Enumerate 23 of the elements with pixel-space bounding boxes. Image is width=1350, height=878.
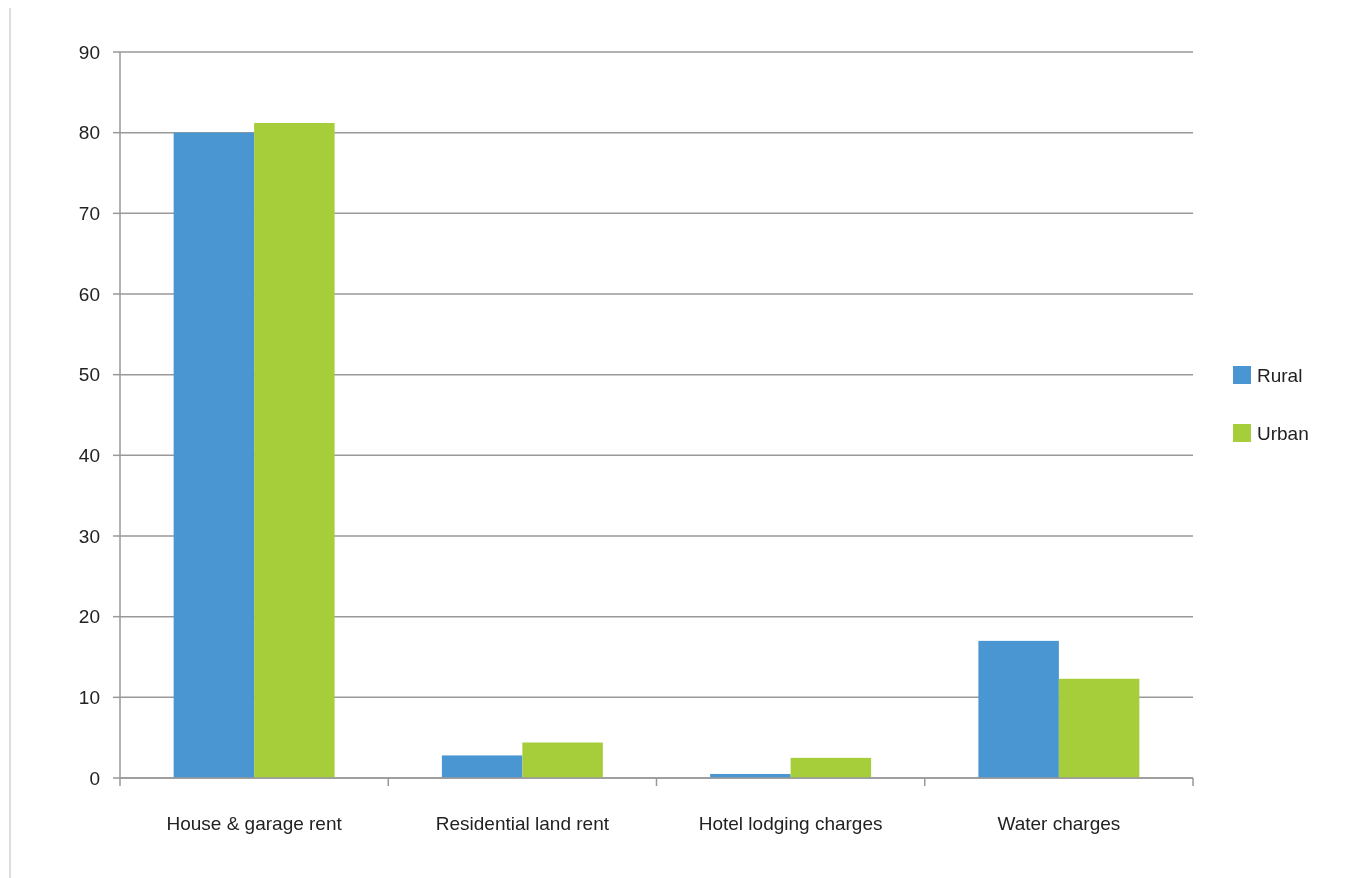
x-tick-label: House & garage rent [166, 813, 343, 834]
y-tick-label: 30 [78, 525, 100, 547]
y-tick-label: 0 [89, 767, 100, 789]
y-tick-label: 60 [78, 283, 100, 305]
x-tick-label: Water charges [997, 813, 1121, 834]
x-tick-label: Residential land rent [435, 813, 610, 834]
y-tick-label: 10 [78, 686, 100, 708]
x-tick-label: Hotel lodging charges [698, 813, 883, 834]
y-tick-label: 20 [78, 606, 100, 628]
bar [254, 122, 335, 778]
legend-label: Rural [1257, 364, 1303, 386]
y-tick-label: 40 [78, 444, 100, 466]
y-tick-label: 50 [78, 364, 100, 386]
bar [978, 640, 1059, 778]
bar [790, 757, 872, 778]
bar [1058, 678, 1140, 778]
y-tick-label: 80 [78, 122, 100, 144]
bar [173, 132, 255, 778]
legend-label: Urban [1257, 422, 1309, 444]
y-tick-label: 90 [78, 41, 100, 63]
bar [441, 755, 523, 778]
bar [522, 742, 603, 778]
y-tick-label: 70 [78, 202, 100, 224]
